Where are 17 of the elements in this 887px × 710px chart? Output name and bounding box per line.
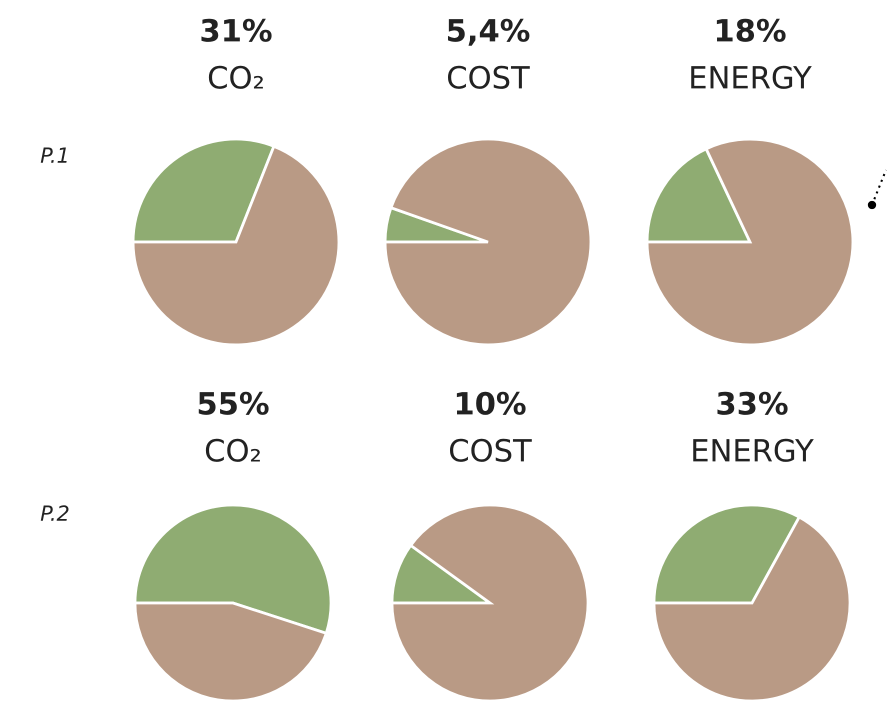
text: P.1 [40, 148, 67, 163]
text: P.2 [40, 505, 68, 521]
chart-title: 33% [717, 392, 788, 415]
chart-subtitle: ENERGY [691, 66, 812, 89]
pie-slice [646, 138, 854, 346]
chart-subtitle: ENERGY [693, 438, 814, 462]
pie-slice [390, 504, 590, 702]
chart-title: 10% [456, 392, 526, 415]
chart-title: 18% [716, 18, 786, 42]
chart-title: 31% [201, 18, 272, 42]
chart-subtitle: COST [450, 438, 532, 462]
chart-title: 55% [198, 392, 269, 415]
chart-subtitle: CO₂ [208, 66, 263, 89]
chart-title: 5,4% [448, 18, 530, 46]
chart-subtitle: CO₂ [206, 438, 260, 462]
pie-slice [384, 138, 592, 346]
chart-subtitle: COST [448, 66, 530, 89]
